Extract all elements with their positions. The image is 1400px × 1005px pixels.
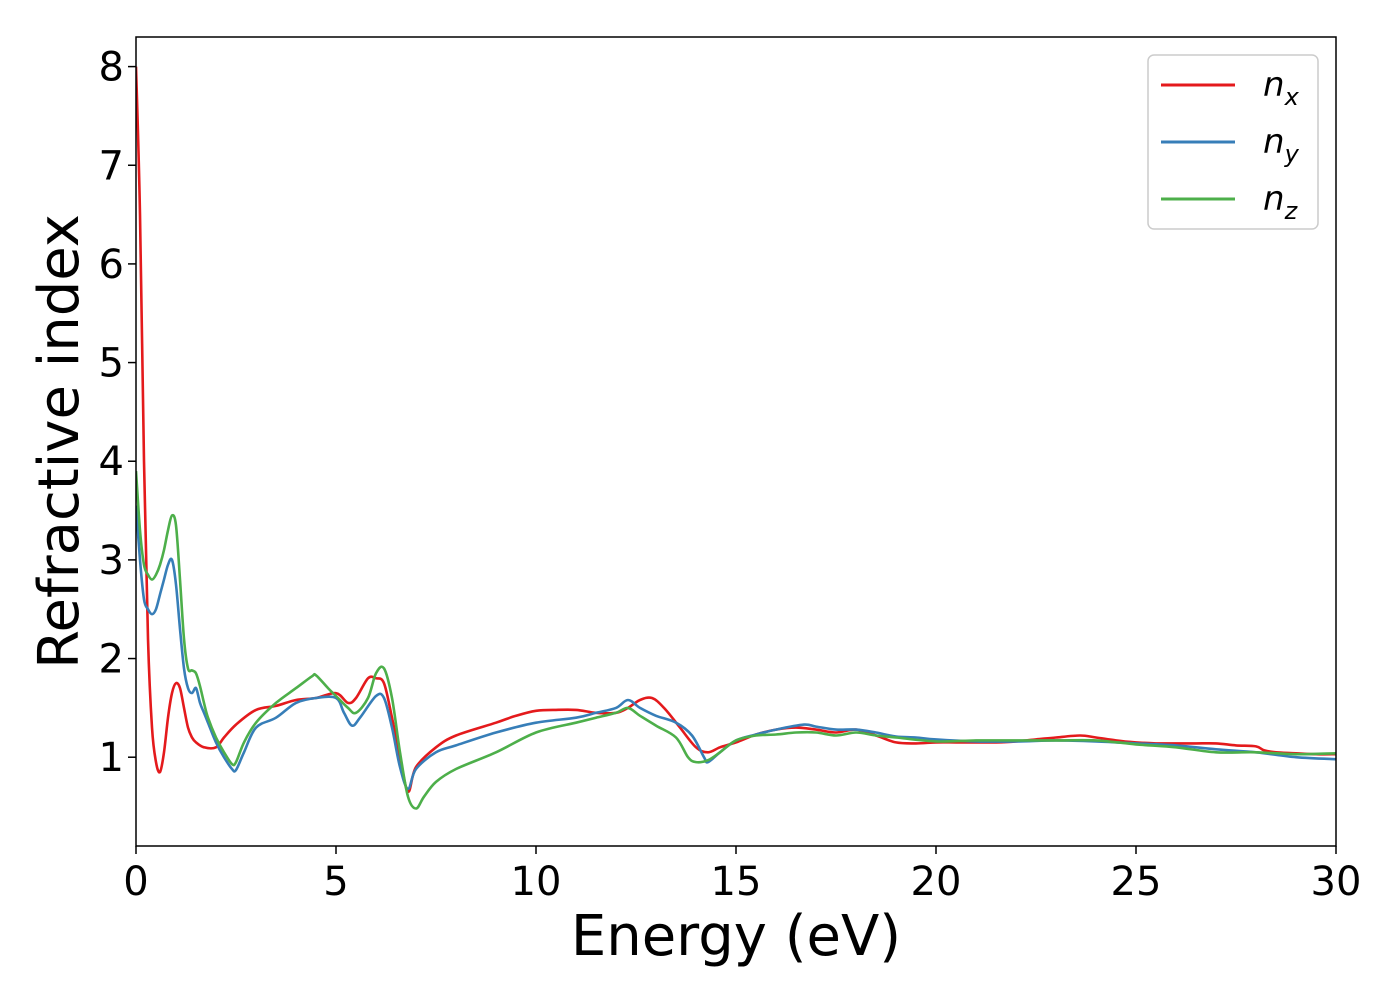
x-tick-label: 25 — [1111, 859, 1162, 905]
y-tick-label: 7 — [99, 143, 124, 189]
series-line-z — [136, 471, 1336, 810]
y-tick-label: 1 — [99, 735, 124, 781]
x-axis-ticks: 0 5 10 15 20 25 30 — [123, 846, 1361, 905]
y-axis-ticks: 1 2 3 4 5 6 7 8 — [99, 45, 136, 781]
plot-lines — [136, 66, 1336, 810]
series-line-x — [136, 66, 1336, 794]
x-tick-label: 0 — [123, 859, 148, 905]
y-tick-label: 6 — [99, 242, 124, 288]
y-tick-label: 3 — [99, 538, 124, 584]
x-tick-label: 15 — [711, 859, 762, 905]
x-tick-label: 5 — [323, 859, 348, 905]
y-tick-label: 4 — [99, 439, 124, 485]
x-tick-label: 20 — [911, 859, 962, 905]
y-tick-label: 2 — [99, 637, 124, 683]
y-tick-label: 8 — [99, 45, 124, 91]
x-tick-label: 30 — [1311, 859, 1362, 905]
y-axis-title: Refractive index — [27, 214, 92, 669]
x-tick-label: 10 — [511, 859, 562, 905]
x-axis-title: Energy (eV) — [571, 904, 901, 969]
y-tick-label: 5 — [99, 341, 124, 387]
